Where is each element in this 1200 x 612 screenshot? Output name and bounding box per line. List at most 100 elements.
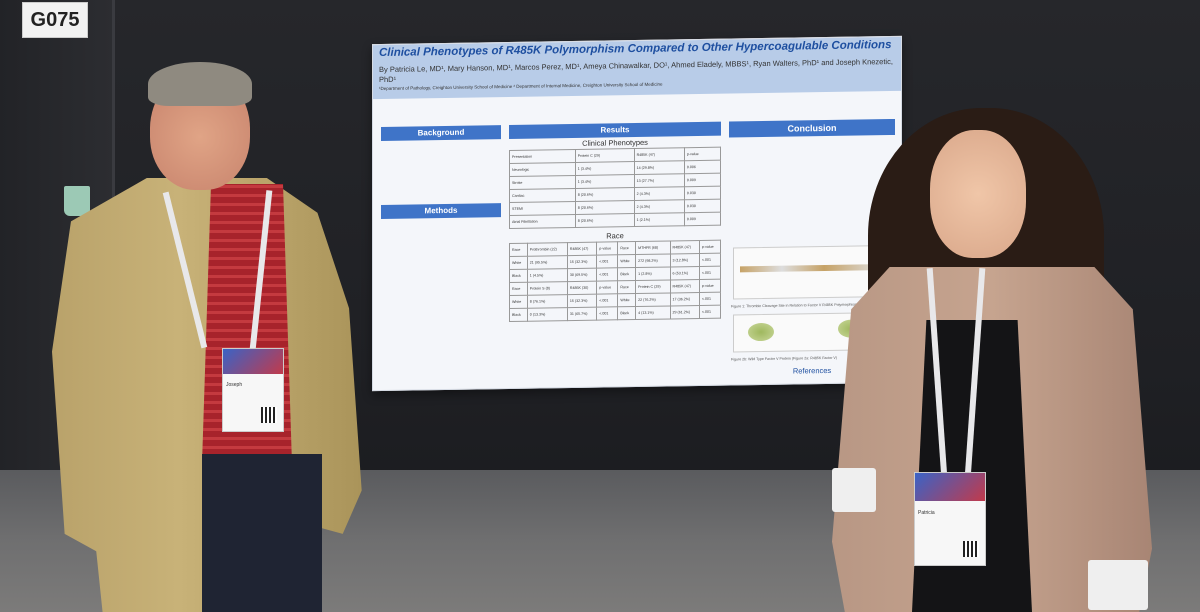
clinical-phenotypes-table: Presentation Protein C (29) R485K (47) p-va… (509, 147, 721, 229)
table-cell: Atrial Fibrillation (509, 214, 576, 229)
table-cell: 15 (32.3%) (567, 255, 597, 269)
table-cell: STEMI (509, 201, 576, 216)
table-cell: Protein S (8) (527, 281, 568, 296)
table-cell: Protein C (29) (575, 148, 635, 163)
table-cell: Black (509, 269, 528, 283)
table-cell: R485K (30) (567, 281, 597, 295)
cup (64, 186, 90, 216)
table-cell: <.001 (699, 292, 721, 306)
table-cell: MTHFR (68) (635, 240, 671, 255)
table-cell: R485K (47) (670, 279, 700, 293)
table-cell: 0.030 (684, 199, 721, 213)
table-cell: 8 (20.6%) (575, 187, 635, 202)
table-cell: 0.030 (684, 186, 721, 200)
table-cell: Neurologic (509, 162, 576, 177)
table-cell: Black (617, 267, 636, 281)
table-cell: 1 (2.1%) (634, 212, 685, 227)
table-cell: 15 (32.3%) (567, 294, 597, 308)
table-cell: 8 (76.1%) (527, 294, 568, 309)
conference-badge: Joseph (222, 348, 284, 432)
conference-badge: Patricia (914, 472, 986, 566)
badge-name: Joseph (226, 381, 243, 388)
man-figure (52, 178, 368, 612)
table-cell: R485K (47) (634, 147, 685, 162)
table-cell: p-value (684, 147, 721, 161)
table-cell: p-value (596, 280, 618, 295)
table-row: Black 0 (13.3%) 31 (65.7%) <.001 Black 4 (13.… (509, 305, 721, 322)
table-cell: Race (617, 241, 636, 255)
table-cell: White (617, 254, 636, 268)
table-cell: <.001 (596, 306, 618, 321)
table-cell: 1 (4.5%) (527, 268, 568, 283)
table-cell: 13 (27.7%) (634, 173, 685, 188)
table-cell: Black (509, 308, 528, 322)
figure-strip (740, 264, 880, 273)
table-cell: R485K (47) (567, 242, 597, 256)
table-cell: 22 (76.2%) (635, 292, 671, 307)
table-row: Atrial Fibrillation 8 (20.6%) 1 (2.1%) 0.00… (509, 212, 721, 229)
table-cell: 1 (3.4%) (575, 161, 635, 176)
shirt-cuff (832, 468, 876, 512)
table-cell: 14 (29.8%) (634, 160, 685, 175)
table-cell: 6 (53.1%) (670, 266, 700, 280)
table-cell: Race (617, 280, 636, 294)
table-cell: 0.009 (684, 173, 721, 187)
table-cell: 2 (4.3%) (634, 199, 685, 214)
poster-title: Clinical Phenotypes of R485K Polymorphis… (379, 39, 892, 60)
woman-head (930, 130, 1026, 258)
background-text (381, 139, 501, 205)
table-cell: 31 (65.7%) (567, 307, 597, 321)
table-cell: Cardiac (509, 188, 576, 203)
poster-header: Clinical Phenotypes of R485K Polymorphis… (373, 36, 901, 100)
table-cell: p-value (699, 240, 721, 254)
booth-number-sign: G075 (22, 2, 88, 38)
table-cell: 0.006 (684, 160, 721, 174)
table-cell: White (509, 295, 528, 309)
badge-name: Patricia (918, 509, 935, 516)
table-cell: Black (617, 306, 636, 320)
table-cell: 29 (61.2%) (670, 305, 700, 319)
table-cell: 17 (36.2%) (670, 292, 700, 306)
dark-pants (202, 454, 322, 612)
table-cell: 1 (3.4%) (575, 174, 635, 189)
table-cell: Protein C (29) (635, 279, 671, 294)
table-cell: White (617, 293, 636, 307)
table-cell: 272 (98.2%) (635, 253, 671, 268)
shirt-cuff (1088, 560, 1148, 610)
table-cell: Prothrombin (22) (527, 242, 568, 257)
race-table: Race Prothrombin (22) R485K (47) p-value Rac… (509, 240, 721, 322)
table-cell: 2 (4.3%) (634, 186, 685, 201)
table-cell: p-value (699, 279, 721, 293)
table-cell: 0 (13.3%) (527, 307, 568, 322)
table-cell: 8 (20.6%) (575, 200, 635, 215)
table-cell: <.001 (596, 254, 618, 269)
methods-text (381, 217, 501, 365)
table-cell: R485K (47) (670, 240, 700, 254)
table-cell: 8 (20.6%) (575, 213, 635, 228)
qr-code-icon (261, 407, 277, 423)
table-cell: Stroke (509, 175, 576, 190)
table-cell: Presentation (509, 149, 576, 164)
poster-column-middle: Results Clinical Phenotypes Presentation… (509, 121, 721, 322)
table-cell: 4 (13.1%) (635, 305, 671, 320)
poster-column-left: Background Methods (381, 125, 501, 365)
table-cell: Race (509, 282, 528, 296)
qr-code-icon (963, 541, 979, 557)
table-cell: p-value (596, 241, 618, 256)
table-cell: 3 (12.8%) (670, 253, 700, 267)
research-poster: Clinical Phenotypes of R485K Polymorphis… (372, 35, 902, 392)
table-cell: <.001 (699, 305, 721, 319)
table-cell: <.001 (596, 267, 618, 282)
man-hair (148, 62, 252, 106)
table-cell: 21 (95.5%) (527, 255, 568, 270)
table-cell: White (509, 256, 528, 270)
table-cell: 0.009 (684, 212, 721, 226)
table-cell: 1 (2.8%) (635, 266, 671, 281)
table-cell: Race (509, 243, 528, 257)
protein-structure-image (748, 322, 774, 342)
table-cell: <.001 (699, 266, 721, 280)
table-cell: <.001 (699, 253, 721, 267)
table-cell: 30 (69.5%) (567, 268, 597, 282)
table-cell: <.001 (596, 293, 618, 308)
